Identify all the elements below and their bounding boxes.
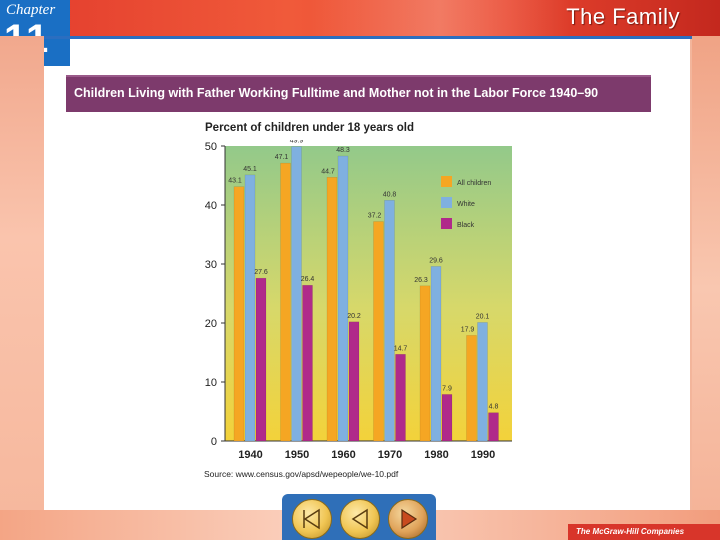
y-tick-label: 30 (205, 259, 217, 271)
x-tick-label: 1940 (238, 449, 262, 461)
y-tick-label: 0 (211, 436, 217, 448)
x-tick-label: 1960 (331, 449, 355, 461)
bar (255, 277, 267, 442)
bar (233, 186, 245, 442)
legend-swatch (441, 218, 452, 229)
data-label: 47.1 (275, 154, 289, 161)
bar (466, 335, 477, 442)
data-label: 29.6 (429, 257, 443, 264)
section-title: The Family (566, 4, 680, 29)
x-tick-label: 1980 (424, 449, 448, 461)
data-label: 37.2 (368, 213, 382, 220)
right-divider (690, 36, 692, 510)
bar (384, 200, 395, 442)
right-frame (692, 36, 720, 540)
x-tick-label: 1950 (285, 449, 309, 461)
data-label: 40.8 (383, 191, 397, 198)
data-label: 20.1 (476, 313, 490, 320)
legend-label: All children (457, 180, 491, 187)
bar (326, 177, 338, 442)
forward-icon (401, 508, 418, 530)
header-bar (0, 0, 720, 36)
data-label: 45.1 (243, 166, 257, 173)
header-rule (44, 36, 692, 39)
bar (477, 322, 488, 442)
x-tick-label: 1970 (378, 449, 402, 461)
chart-title-band: Children Living with Father Working Full… (66, 75, 651, 112)
bar (395, 354, 406, 442)
data-label: 27.6 (254, 269, 268, 276)
data-label: 17.9 (461, 326, 475, 333)
bar (488, 412, 499, 442)
chart-title: Children Living with Father Working Full… (74, 86, 599, 100)
data-label: 48.3 (336, 147, 350, 154)
bar (348, 321, 360, 442)
bar (280, 162, 291, 442)
data-label: 14.7 (394, 345, 408, 352)
plot-area (225, 146, 512, 441)
data-label: 26.3 (414, 277, 428, 284)
data-label: 44.7 (321, 168, 335, 175)
source-note: Source: www.census.gov/apsd/wepeople/we-… (204, 469, 399, 479)
first-icon (303, 508, 320, 530)
header-decoration (310, 0, 570, 36)
bar (337, 155, 349, 442)
bar (302, 284, 313, 442)
back-button[interactable] (340, 499, 380, 539)
publisher-logo: The McGraw-Hill Companies (568, 524, 720, 540)
chapter-label: Chapter (6, 2, 56, 18)
data-label: 7.9 (442, 385, 452, 392)
x-tick-label: 1990 (471, 449, 495, 461)
data-label: 4.8 (489, 404, 499, 411)
legend-swatch (441, 176, 452, 187)
bar (441, 394, 453, 442)
data-label: 26.4 (301, 276, 315, 283)
forward-button[interactable] (388, 499, 428, 539)
legend-label: Black (457, 222, 475, 229)
y-tick-label: 10 (205, 377, 217, 389)
y-tick-label: 20 (205, 318, 217, 330)
y-tick-label: 50 (205, 141, 217, 153)
data-label: 20.2 (347, 313, 361, 320)
bar (244, 174, 256, 442)
bar (419, 285, 431, 442)
bar (291, 146, 302, 442)
bar-chart: 0 10 20 30 40 50 43.145.1 27.6 1940 47.1 49.9 26.4 1… (205, 140, 512, 461)
y-tick-label: 40 (205, 200, 217, 212)
bar (430, 266, 442, 442)
y-axis-title: Percent of children under 18 years old (205, 122, 414, 134)
left-frame (0, 36, 44, 540)
data-label: 43.1 (228, 178, 242, 185)
legend-swatch (441, 197, 452, 208)
legend-label: White (457, 201, 475, 208)
back-icon (351, 508, 368, 530)
bar (373, 221, 384, 442)
data-label: 49.9 (290, 140, 304, 145)
first-slide-button[interactable] (292, 499, 332, 539)
